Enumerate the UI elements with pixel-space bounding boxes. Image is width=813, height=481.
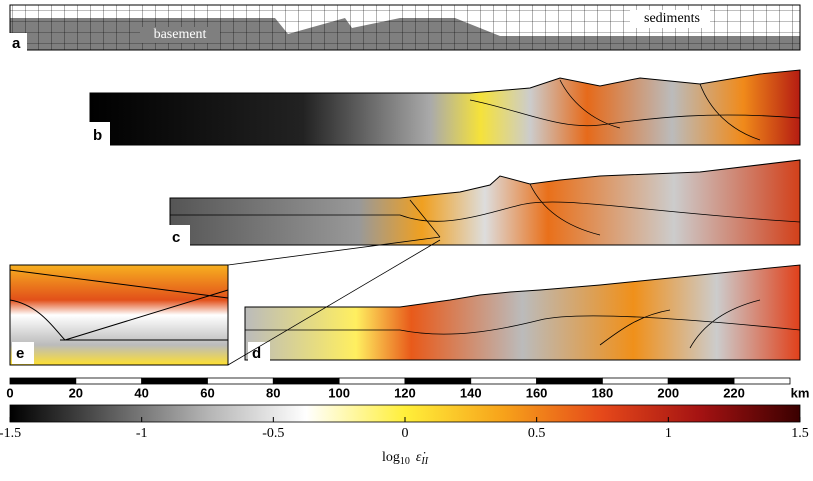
scale-unit: km — [791, 385, 810, 400]
scale-tick-label: 100 — [328, 385, 350, 400]
panel-label: c — [172, 229, 180, 246]
colorbar-tick-label: 1.5 — [791, 426, 809, 441]
scale-segment — [75, 377, 143, 385]
colorbar-tick-label: 0.5 — [528, 426, 546, 441]
scale-tick-label: 160 — [526, 385, 548, 400]
scale-segment — [141, 377, 208, 385]
label-part: ε̇ — [416, 450, 426, 465]
panel-label: d — [252, 345, 261, 362]
colorbar: -1.5 -1 -0.5 0 0.5 1 1.5 — [0, 404, 809, 441]
scale-tick-label: 200 — [657, 385, 679, 400]
scale-tick-label: 180 — [592, 385, 614, 400]
panel-e: e — [9, 236, 441, 366]
sediments-label: sediments — [644, 11, 700, 26]
scale-tick-label: 120 — [394, 385, 416, 400]
scale-tick-label: 40 — [134, 385, 148, 400]
scale-tick-label: 0 — [6, 385, 13, 400]
panel-label: e — [16, 345, 24, 362]
panel-c: c — [168, 159, 801, 247]
panel-a: basement sediments a — [5, 4, 801, 53]
scale-segment — [536, 377, 603, 385]
scale-segment — [602, 377, 669, 385]
scale-tick-label: 140 — [460, 385, 482, 400]
scale-tick-label: 20 — [69, 385, 83, 400]
scale-tick-label: 220 — [723, 385, 745, 400]
scale-segment — [667, 377, 735, 385]
scale-segment — [207, 377, 274, 385]
scale-segment — [272, 377, 340, 385]
colorbar-label: log10 ε̇II — [382, 450, 429, 467]
scale-tick-label: 60 — [200, 385, 214, 400]
scale-segment — [733, 377, 791, 385]
scale-segment — [338, 377, 406, 385]
panel-d: d — [244, 264, 801, 364]
panel-label: a — [12, 35, 21, 52]
scale-segment — [404, 377, 472, 385]
colorbar-tick-label: -1.5 — [0, 426, 21, 441]
colorbar-tick-label: -1 — [136, 426, 148, 441]
basement-label: basement — [154, 27, 207, 42]
label-part: log — [382, 450, 400, 465]
colorbar-tick-label: 1 — [665, 426, 672, 441]
label-part: II — [420, 456, 428, 467]
panel-b: b — [88, 69, 801, 147]
scale-bar: 0 20 40 60 80 100 120 140 160 180 200 220 km — [6, 377, 810, 400]
scale-segment — [470, 377, 537, 385]
label-part: 10 — [400, 456, 410, 467]
colorbar-tick-label: -0.5 — [262, 426, 284, 441]
colorbar-tick-label: 0 — [402, 426, 409, 441]
scale-segment — [9, 377, 77, 385]
panel-label: b — [93, 127, 102, 144]
scale-tick-label: 80 — [266, 385, 280, 400]
